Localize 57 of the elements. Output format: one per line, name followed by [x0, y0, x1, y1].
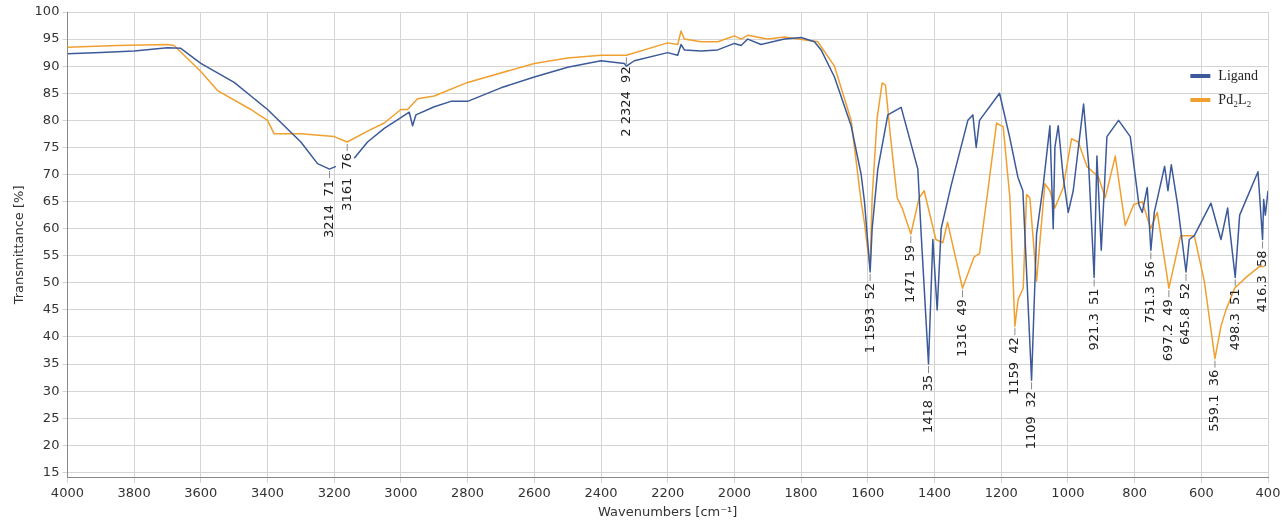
x-tick-label: 2400: [584, 484, 618, 500]
y-tick-label: 35: [42, 355, 60, 371]
y-axis-title: Transmittance [%]: [11, 185, 27, 306]
y-tick-label: 65: [42, 192, 60, 208]
x-tick-label: 2000: [717, 484, 751, 500]
x-tick-label: 800: [1122, 484, 1148, 500]
legend-label: Ligand: [1218, 67, 1258, 83]
x-tick-label: 1600: [851, 484, 885, 500]
annotation: 921.3 51: [1085, 288, 1101, 351]
annotation: 3214 71: [320, 180, 336, 238]
x-tick-label: 600: [1188, 484, 1214, 500]
x-tick-label: 2800: [451, 484, 485, 500]
x-tick-label: 3800: [117, 484, 151, 500]
annotation: 2 2324 92: [617, 66, 633, 137]
annotation: 1471 59: [902, 245, 918, 303]
annotation: 1316 49: [953, 299, 969, 358]
y-tick-label: 40: [42, 328, 60, 344]
x-axis-title: Wavenumbers [cm⁻¹]: [598, 503, 738, 519]
annotation: 1159 42: [1006, 337, 1022, 396]
x-tick-label: 3000: [384, 484, 418, 500]
annotation: 1418 35: [919, 375, 935, 433]
y-tick-label: 85: [42, 84, 60, 100]
y-tick-label: 80: [42, 111, 60, 127]
y-tick-label: 25: [42, 409, 60, 425]
annotation: 645.8 52: [1177, 282, 1193, 346]
y-tick-label: 30: [42, 382, 60, 398]
y-tick-label: 75: [42, 138, 60, 154]
y-tick-label: 90: [42, 57, 60, 73]
x-tick-label: 3400: [250, 484, 285, 500]
annotation: 751.3 56: [1142, 261, 1158, 324]
y-tick-label: 95: [42, 30, 60, 46]
y-tick-label: 45: [42, 301, 60, 317]
annotation: 697.2 49: [1160, 299, 1176, 362]
annotation: 1109 32: [1022, 391, 1038, 450]
x-tick-label: 1800: [784, 484, 818, 500]
y-tick-label: 55: [42, 247, 60, 263]
x-tick-label: 3200: [317, 484, 351, 500]
x-tick-label: 2200: [651, 484, 685, 500]
legend-label: Pd₂L₂: [1218, 91, 1252, 107]
annotation: 1 1593 52: [861, 282, 877, 354]
x-tick-label: 1000: [1051, 484, 1085, 500]
y-tick-label: 50: [42, 274, 60, 290]
x-tick-label: 1200: [984, 484, 1018, 500]
annotation: 416.3 58: [1253, 250, 1269, 313]
annotation: 559.1 36: [1206, 369, 1222, 432]
x-tick-label: 3600: [184, 484, 218, 500]
x-tick-label: 2600: [517, 484, 551, 500]
y-tick-label: 60: [42, 220, 60, 236]
annotation: 3161 76: [338, 152, 354, 211]
x-tick-label: 1400: [917, 484, 952, 500]
y-tick-label: 20: [42, 436, 60, 452]
x-tick-label: 4000: [50, 484, 84, 500]
y-tick-label: 70: [42, 165, 60, 181]
annotation: 498.3 51: [1226, 288, 1242, 351]
y-tick-label: 100: [34, 3, 60, 19]
x-tick-label: 400: [1255, 484, 1281, 500]
y-tick-label: 15: [42, 463, 60, 479]
